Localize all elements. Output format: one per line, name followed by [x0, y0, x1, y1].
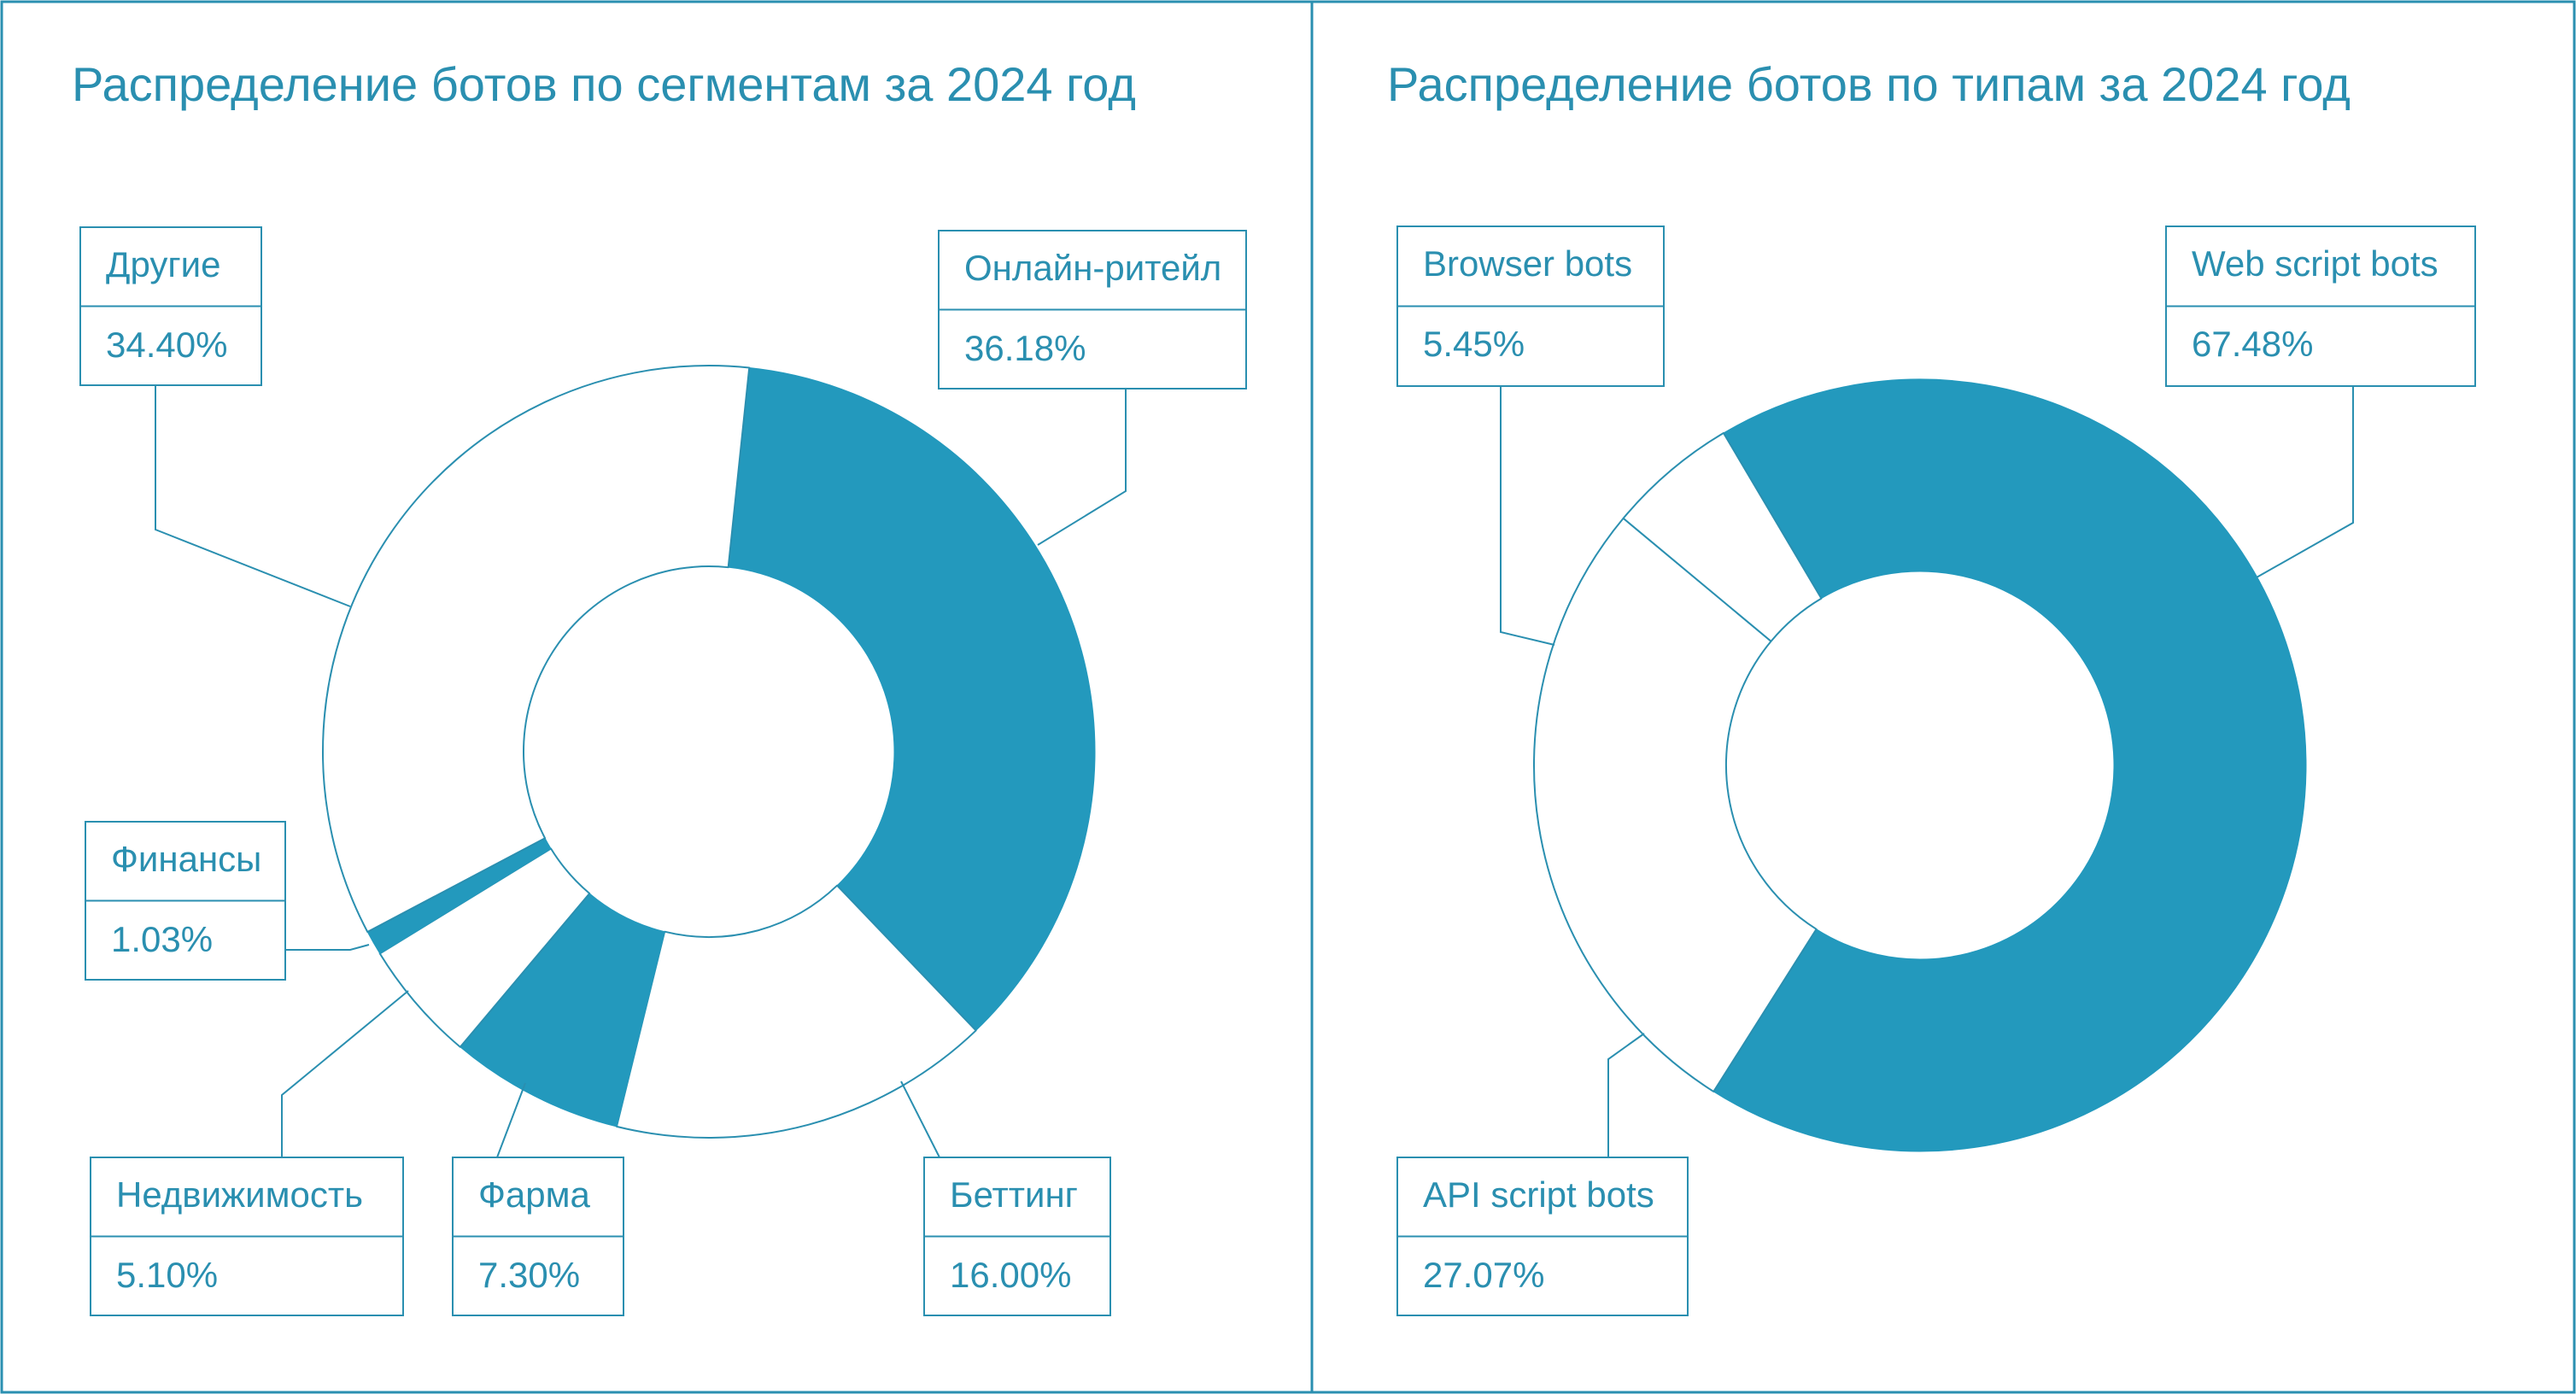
- leader-lines-types: [1500, 386, 2354, 1157]
- leader-line-онлайн-ритейл: [1037, 389, 1127, 546]
- slice-api-script-bots: [1532, 517, 1818, 1092]
- slice-value: 67.48%: [2192, 324, 2313, 364]
- chart-types: Распределение ботов по типам за 2024 год…: [1387, 57, 2476, 1316]
- chart-title-segments: Распределение ботов по сегментам за 2024…: [72, 57, 1136, 111]
- slice-беттинг: [615, 884, 977, 1139]
- slice-value: 7.30%: [478, 1255, 580, 1295]
- slice-value: 1.03%: [111, 919, 213, 959]
- leader-line-web-script-bots: [2256, 386, 2354, 578]
- chart-title-types: Распределение ботов по типам за 2024 год: [1387, 57, 2351, 111]
- donut-types: [1532, 378, 2307, 1152]
- slice-browser-bots: [1622, 431, 1823, 642]
- label-box-беттинг: Беттинг 16.00%: [923, 1157, 1111, 1316]
- label-box-web-script-bots: Web script bots 67.48%: [2165, 226, 2476, 387]
- slice-label: Онлайн-ритейл: [964, 248, 1221, 288]
- chart-segments: Распределение ботов по сегментам за 2024…: [72, 57, 1247, 1316]
- leader-line-api-script-bots: [1607, 1033, 1645, 1157]
- slice-value: 5.45%: [1423, 324, 1525, 364]
- leader-line-финансы: [285, 944, 370, 951]
- slice-label: Browser bots: [1423, 243, 1632, 284]
- slice-онлайн-ритейл: [728, 366, 1096, 1031]
- label-box-недвижимость: Недвижимость 5.10%: [90, 1157, 404, 1316]
- legend-boxes-types: Web script bots 67.48% API script bots 27.0…: [1396, 226, 2476, 1316]
- slice-value: 36.18%: [964, 328, 1086, 368]
- slice-web-script-bots: [1712, 378, 2307, 1152]
- label-box-browser-bots: Browser bots 5.45%: [1396, 226, 1665, 387]
- slice-value: 27.07%: [1423, 1255, 1544, 1295]
- leader-lines-segments: [155, 385, 1127, 1158]
- slice-label: Недвижимость: [116, 1174, 363, 1215]
- slice-label: Web script bots: [2192, 243, 2438, 284]
- slice-label: Фарма: [478, 1174, 591, 1215]
- leader-line-другие: [155, 385, 351, 607]
- slice-другие: [322, 365, 751, 933]
- leader-line-недвижимость: [281, 990, 409, 1157]
- label-box-другие: Другие 34.40%: [79, 226, 262, 386]
- slice-label: Финансы: [111, 839, 261, 879]
- slice-value: 5.10%: [116, 1255, 218, 1295]
- label-box-финансы: Финансы 1.03%: [85, 821, 286, 981]
- label-box-онлайн-ритейл: Онлайн-ритейл 36.18%: [938, 230, 1247, 390]
- leader-line-беттинг: [900, 1081, 940, 1158]
- slice-label: API script bots: [1423, 1174, 1654, 1215]
- leader-line-фарма: [496, 1082, 526, 1158]
- label-box-api-script-bots: API script bots 27.07%: [1396, 1157, 1689, 1316]
- slice-label: Другие: [106, 244, 220, 284]
- leader-line-browser-bots: [1500, 386, 1555, 646]
- slice-value: 16.00%: [950, 1255, 1071, 1295]
- slice-label: Беттинг: [950, 1174, 1078, 1215]
- slice-value: 34.40%: [106, 325, 227, 365]
- legend-boxes-segments: Онлайн-ритейл 36.18% Беттинг 16.00% Фарма 7.3…: [79, 226, 1247, 1316]
- donut-segments: [322, 365, 1096, 1139]
- label-box-фарма: Фарма 7.30%: [452, 1157, 624, 1316]
